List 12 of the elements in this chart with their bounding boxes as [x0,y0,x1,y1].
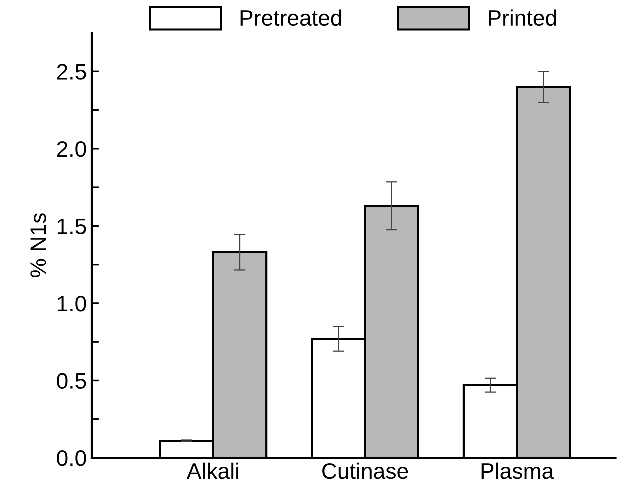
y-tick-label: 0.5 [57,373,86,389]
legend-label: Pretreated [240,10,342,26]
x-tick-label: Plasma [482,462,554,480]
y-tick-label: 1.0 [58,296,86,312]
y-tick-label: 0.0 [57,450,86,466]
x-tick-label: Cutinase [322,462,408,480]
x-tick-label: Alkali [186,462,239,480]
y-tick-label: 1.5 [58,218,86,234]
y-tick-label: 2.0 [57,141,86,158]
legend-label: Printed [489,10,556,26]
y-tick-label: 2.5 [57,64,86,80]
y-axis-title: % N1s [30,214,46,278]
